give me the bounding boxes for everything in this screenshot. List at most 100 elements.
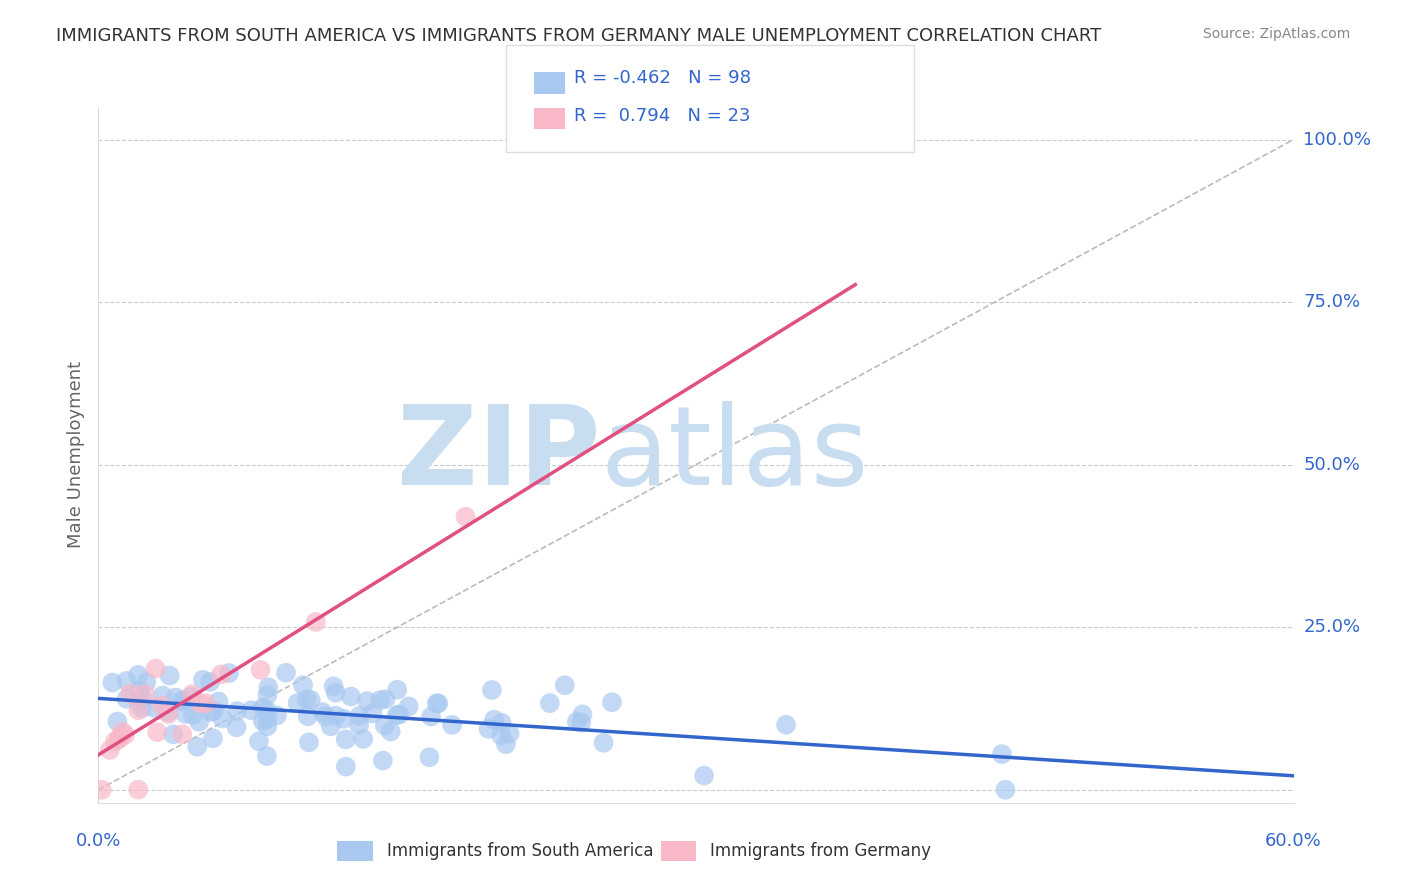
Point bbox=[90, 782, 112, 797]
Point bbox=[98, 743, 121, 757]
Point bbox=[143, 701, 166, 715]
Point bbox=[145, 662, 167, 676]
Point bbox=[347, 718, 370, 732]
Point bbox=[170, 694, 193, 708]
Point bbox=[252, 700, 274, 714]
Point bbox=[319, 719, 342, 733]
Point bbox=[195, 696, 218, 710]
Point bbox=[120, 687, 142, 701]
Point bbox=[181, 708, 204, 723]
Point bbox=[297, 709, 319, 723]
Point bbox=[385, 708, 408, 723]
Point bbox=[491, 729, 513, 743]
Point bbox=[292, 678, 315, 692]
Point bbox=[159, 668, 181, 682]
Text: R = -0.462   N = 98: R = -0.462 N = 98 bbox=[574, 69, 751, 87]
Text: Immigrants from Germany: Immigrants from Germany bbox=[710, 842, 931, 860]
Point bbox=[600, 695, 623, 709]
Point bbox=[538, 696, 561, 710]
Point bbox=[565, 714, 588, 729]
Text: 50.0%: 50.0% bbox=[1303, 456, 1361, 474]
Point bbox=[335, 732, 357, 747]
Point bbox=[188, 714, 211, 729]
Point bbox=[491, 715, 513, 730]
Point bbox=[165, 690, 187, 705]
Point bbox=[482, 713, 505, 727]
Point bbox=[256, 719, 278, 733]
Point bbox=[322, 679, 344, 693]
Point bbox=[110, 731, 132, 745]
Point bbox=[180, 690, 202, 704]
Point bbox=[299, 693, 322, 707]
Point bbox=[202, 704, 225, 718]
Point bbox=[247, 734, 270, 748]
Point bbox=[101, 675, 124, 690]
Point bbox=[157, 706, 180, 721]
Point bbox=[150, 698, 173, 713]
Point bbox=[374, 692, 396, 706]
Point bbox=[172, 693, 194, 707]
Point bbox=[156, 705, 179, 719]
Text: 100.0%: 100.0% bbox=[1303, 130, 1371, 149]
Point bbox=[257, 680, 280, 694]
Point bbox=[325, 708, 347, 723]
Text: atlas: atlas bbox=[600, 401, 869, 508]
Point bbox=[200, 705, 222, 719]
Point bbox=[218, 666, 240, 681]
Point bbox=[135, 675, 157, 690]
Point bbox=[226, 704, 249, 718]
Point bbox=[240, 703, 263, 717]
Text: 0.0%: 0.0% bbox=[76, 832, 121, 850]
Point bbox=[481, 683, 503, 698]
Point bbox=[335, 759, 357, 773]
Point bbox=[994, 782, 1017, 797]
Point bbox=[454, 509, 477, 524]
Text: 25.0%: 25.0% bbox=[1303, 618, 1361, 636]
Point bbox=[418, 750, 440, 764]
Text: 75.0%: 75.0% bbox=[1303, 293, 1361, 311]
Point bbox=[332, 712, 354, 726]
Point bbox=[340, 690, 363, 704]
Point bbox=[387, 682, 409, 697]
Point bbox=[128, 694, 150, 708]
Point bbox=[111, 724, 134, 739]
Point bbox=[498, 726, 520, 740]
Text: R =  0.794   N = 23: R = 0.794 N = 23 bbox=[574, 107, 751, 125]
Point bbox=[134, 687, 156, 701]
Point bbox=[374, 718, 396, 732]
Point bbox=[128, 683, 150, 698]
Point bbox=[256, 749, 278, 764]
Point bbox=[305, 615, 328, 629]
Point bbox=[427, 697, 450, 711]
Point bbox=[441, 718, 464, 732]
Point bbox=[115, 673, 138, 688]
Point bbox=[207, 694, 229, 708]
Point bbox=[131, 691, 153, 706]
Point bbox=[256, 712, 278, 726]
Text: ZIP: ZIP bbox=[396, 401, 600, 508]
Point bbox=[554, 678, 576, 692]
Point bbox=[388, 707, 411, 722]
Point bbox=[172, 727, 194, 741]
Point bbox=[201, 731, 224, 746]
Point bbox=[569, 715, 592, 730]
Point bbox=[311, 705, 333, 719]
Point bbox=[108, 731, 131, 746]
Point bbox=[186, 739, 208, 754]
Point bbox=[352, 731, 374, 746]
Point bbox=[152, 689, 174, 703]
Point bbox=[107, 714, 129, 729]
Point bbox=[356, 694, 378, 708]
Point bbox=[380, 724, 402, 739]
Point bbox=[592, 736, 614, 750]
Point bbox=[104, 734, 127, 748]
Point bbox=[287, 696, 309, 710]
Text: IMMIGRANTS FROM SOUTH AMERICA VS IMMIGRANTS FROM GERMANY MALE UNEMPLOYMENT CORRE: IMMIGRANTS FROM SOUTH AMERICA VS IMMIGRA… bbox=[56, 27, 1101, 45]
Y-axis label: Male Unemployment: Male Unemployment bbox=[66, 361, 84, 549]
Point bbox=[266, 708, 288, 723]
Point bbox=[991, 747, 1014, 761]
Point bbox=[420, 709, 443, 723]
Point bbox=[256, 688, 278, 702]
Point bbox=[325, 686, 347, 700]
Point bbox=[180, 687, 202, 701]
